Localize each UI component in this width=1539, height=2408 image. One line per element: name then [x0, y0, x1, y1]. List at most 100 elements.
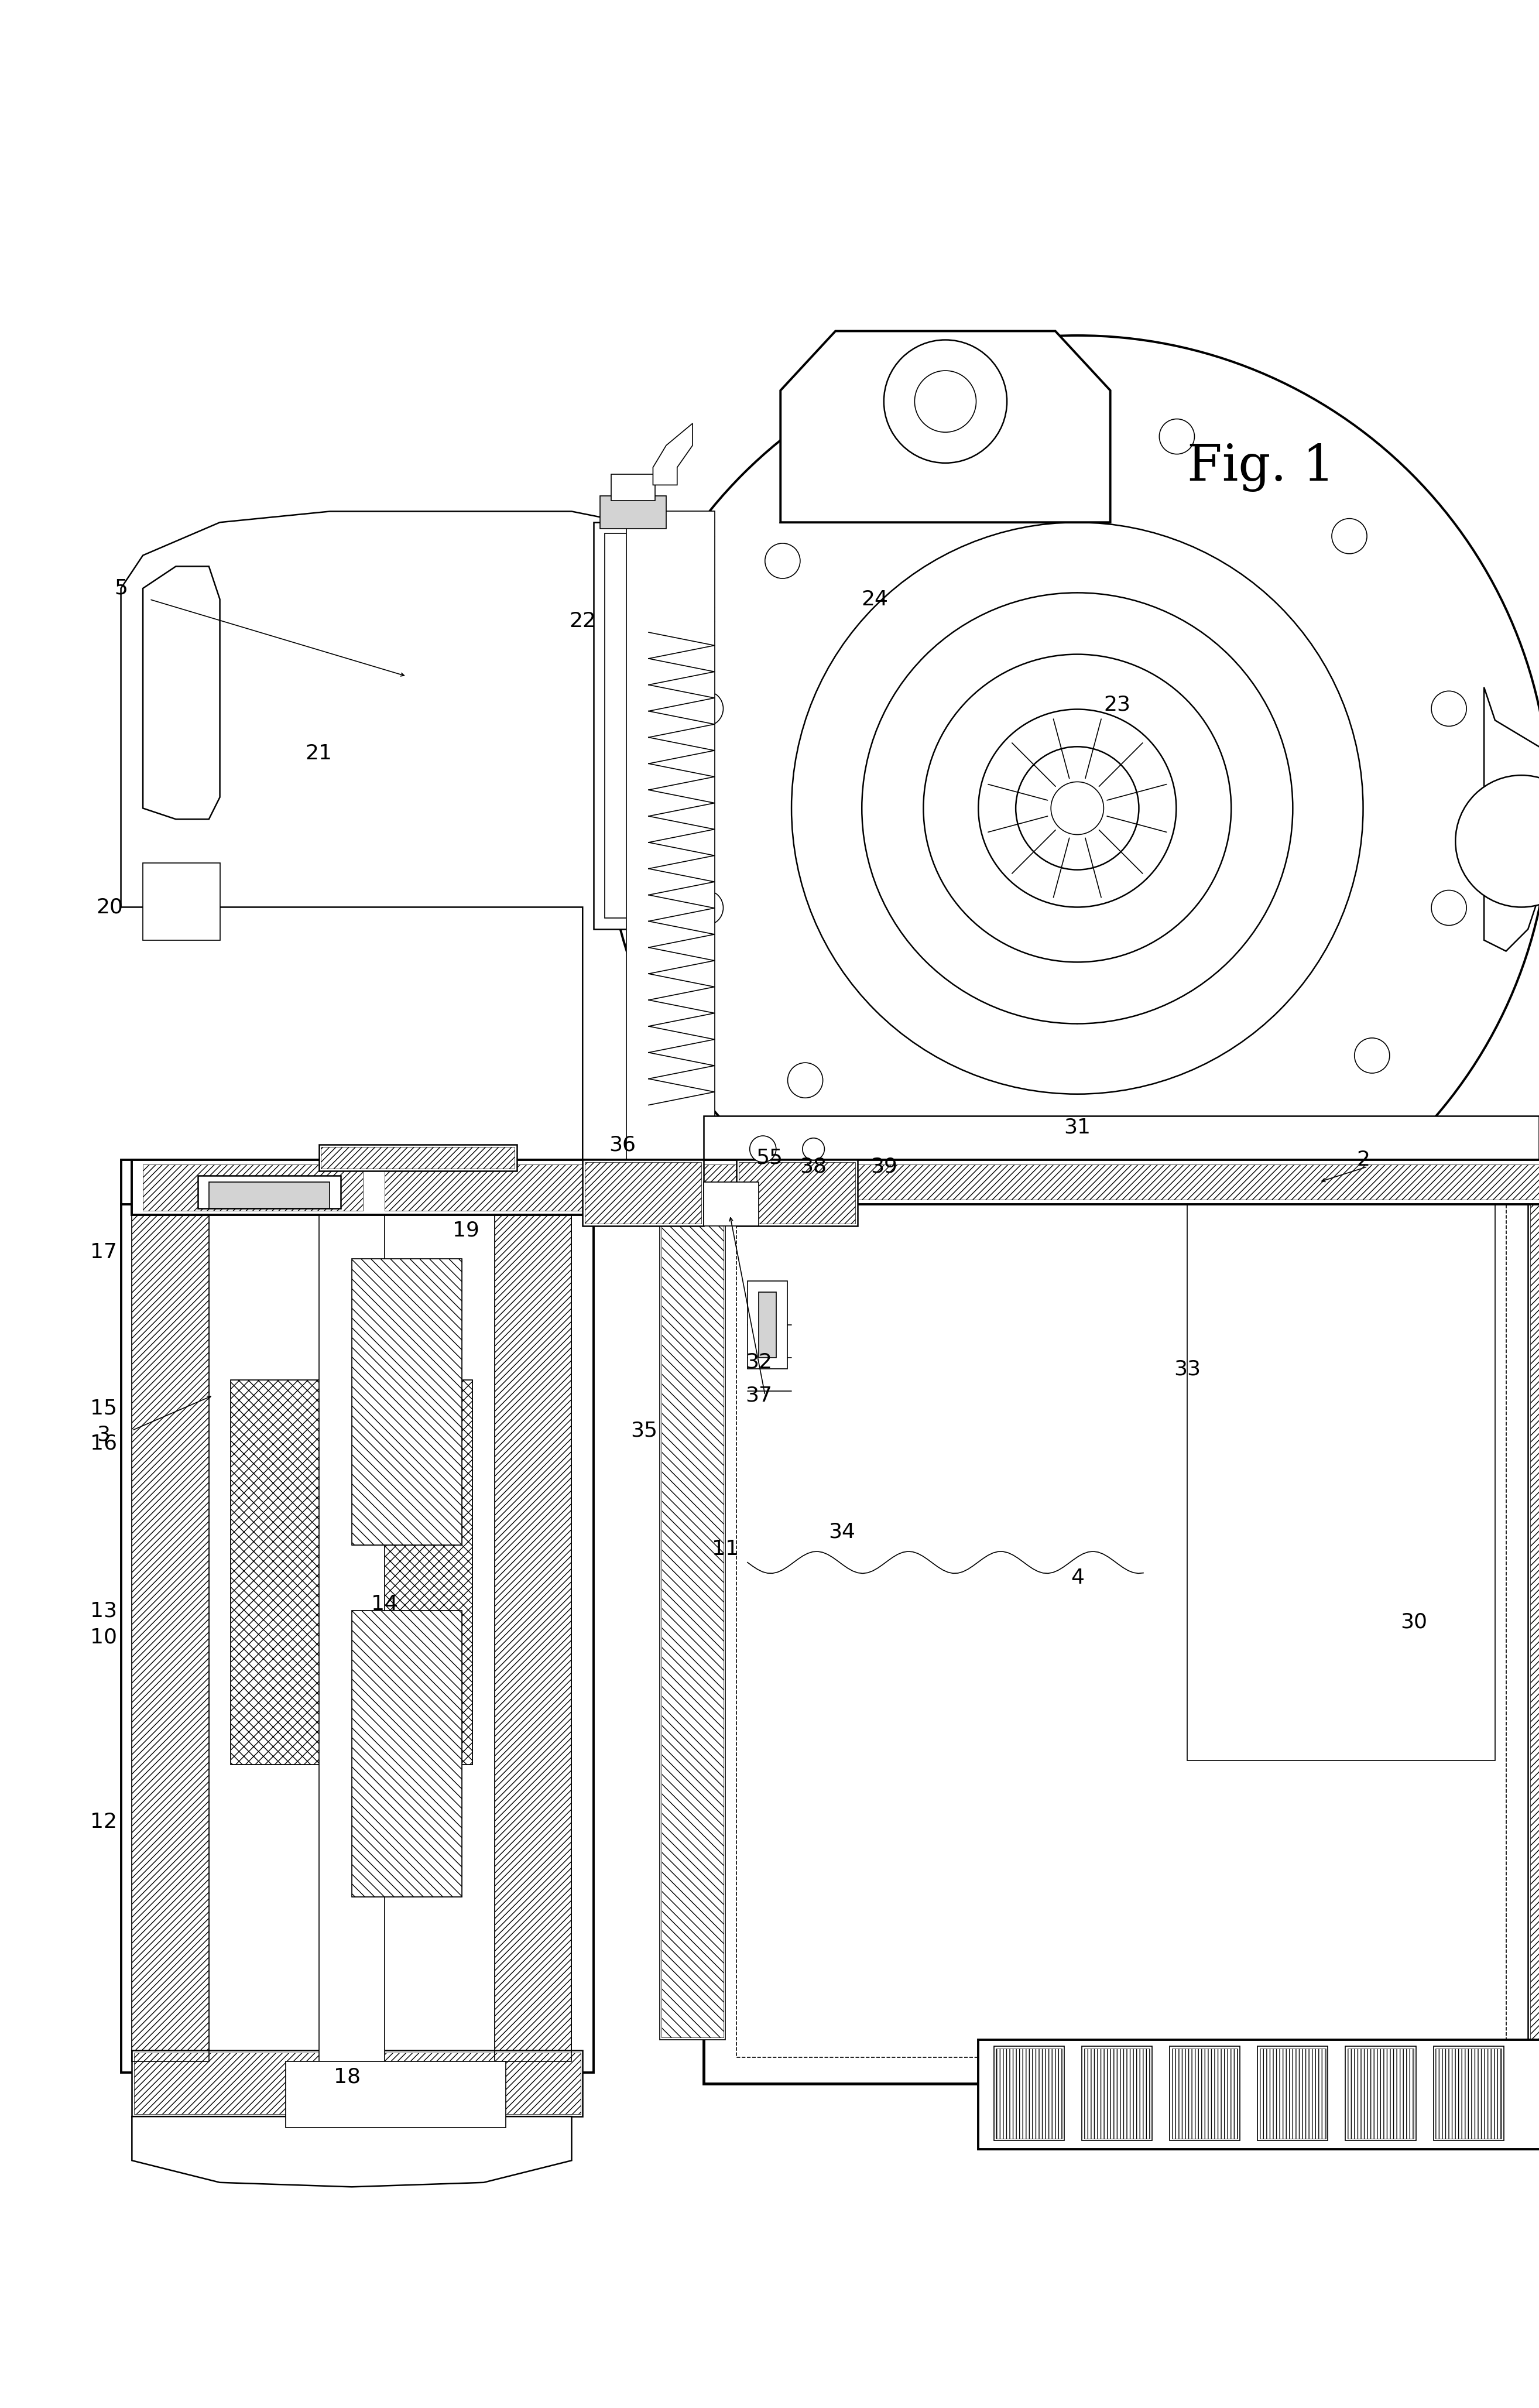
Text: Fig. 1: Fig. 1 — [1187, 443, 1334, 491]
Circle shape — [883, 340, 1007, 462]
Bar — [352, 1611, 462, 1898]
Text: 23: 23 — [1103, 696, 1130, 715]
Bar — [759, 1293, 776, 1358]
Bar — [132, 1216, 209, 2061]
Text: 10: 10 — [89, 1628, 117, 1647]
Circle shape — [923, 655, 1231, 963]
Bar — [1082, 2047, 1153, 2141]
Bar — [319, 1144, 517, 1170]
Text: 16: 16 — [89, 1433, 117, 1454]
Text: 18: 18 — [334, 2066, 360, 2088]
Bar — [352, 1259, 462, 1546]
Bar — [132, 1161, 605, 1216]
Circle shape — [960, 1163, 996, 1197]
Bar — [996, 2049, 1062, 2138]
Bar — [1257, 2047, 1328, 2141]
Circle shape — [1431, 691, 1467, 727]
Text: 33: 33 — [1174, 1358, 1200, 1380]
Bar — [286, 2061, 506, 2129]
Circle shape — [928, 429, 963, 465]
Bar — [352, 1259, 462, 1546]
Bar — [626, 510, 714, 1216]
Bar — [1187, 1190, 1494, 1760]
Circle shape — [1431, 891, 1467, 925]
Circle shape — [765, 544, 800, 578]
Circle shape — [688, 691, 723, 727]
Bar — [1083, 2049, 1150, 2138]
Text: 39: 39 — [871, 1156, 897, 1178]
Circle shape — [749, 1137, 776, 1163]
Text: 15: 15 — [89, 1399, 117, 1418]
Bar — [703, 1182, 759, 1226]
Circle shape — [914, 371, 976, 431]
Circle shape — [1331, 518, 1367, 554]
Circle shape — [1016, 746, 1139, 869]
Bar — [600, 496, 666, 530]
Bar — [994, 2047, 1063, 2141]
Bar — [231, 1380, 472, 1765]
Bar — [737, 1190, 1507, 2056]
Circle shape — [979, 710, 1176, 908]
Bar — [132, 1216, 209, 2061]
Circle shape — [1456, 775, 1539, 908]
Bar — [605, 532, 660, 917]
Bar — [231, 1380, 472, 1765]
Text: 30: 30 — [1400, 1611, 1427, 1633]
Polygon shape — [132, 2117, 571, 2186]
Text: 4: 4 — [1071, 1568, 1083, 1587]
Bar — [739, 1163, 856, 1223]
Bar — [143, 862, 220, 939]
Polygon shape — [122, 510, 703, 1182]
Circle shape — [791, 523, 1364, 1093]
Bar — [322, 1146, 514, 1168]
Polygon shape — [1484, 686, 1539, 951]
Circle shape — [1354, 1038, 1390, 1074]
Bar — [319, 1204, 385, 2073]
Bar — [748, 1281, 786, 1368]
Circle shape — [788, 1062, 823, 1098]
Circle shape — [1051, 783, 1103, 836]
Text: 38: 38 — [800, 1156, 826, 1178]
Circle shape — [688, 891, 723, 925]
Text: 2: 2 — [1356, 1151, 1370, 1170]
Bar — [1171, 2049, 1237, 2138]
Text: 36: 36 — [609, 1134, 636, 1153]
Bar — [134, 2052, 580, 2114]
Bar — [585, 1163, 702, 1223]
Bar — [352, 1611, 462, 1898]
Bar — [122, 1161, 1539, 1204]
Text: 3: 3 — [97, 1426, 111, 1445]
Text: 55: 55 — [756, 1149, 783, 1168]
Bar — [1170, 2047, 1240, 2141]
Text: 14: 14 — [371, 1594, 399, 1613]
Bar — [703, 1115, 1539, 1165]
Bar — [1528, 1161, 1539, 2083]
Circle shape — [862, 592, 1293, 1023]
Bar — [660, 1204, 725, 2040]
Bar — [385, 1165, 583, 1211]
Text: 11: 11 — [713, 1539, 739, 1558]
Text: 32: 32 — [745, 1353, 773, 1373]
Bar — [583, 1161, 703, 1226]
Bar — [703, 1161, 1539, 2083]
Bar — [1348, 2049, 1414, 2138]
Bar — [737, 1161, 857, 1226]
Text: 19: 19 — [452, 1221, 480, 1240]
Bar — [122, 1204, 594, 2073]
Bar — [611, 474, 656, 501]
Bar — [132, 1165, 1539, 1199]
Text: 35: 35 — [631, 1421, 657, 1440]
Polygon shape — [780, 407, 1056, 523]
Polygon shape — [780, 330, 1110, 523]
Bar — [209, 1182, 329, 1209]
Text: 24: 24 — [862, 590, 888, 609]
Polygon shape — [653, 424, 693, 484]
Text: 34: 34 — [828, 1522, 856, 1541]
Bar — [1433, 2047, 1504, 2141]
Text: 17: 17 — [89, 1243, 117, 1262]
Circle shape — [1159, 419, 1194, 455]
Text: 22: 22 — [569, 612, 596, 631]
Bar — [132, 2052, 583, 2117]
Bar — [1260, 2049, 1325, 2138]
Text: 13: 13 — [89, 1601, 117, 1621]
